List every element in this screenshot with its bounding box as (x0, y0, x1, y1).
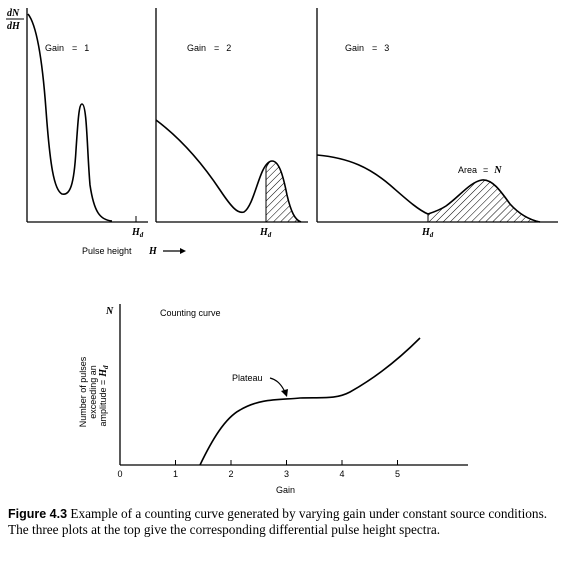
panel-1-spectrum-curve (28, 14, 112, 221)
counting-x-ticks: 0 1 2 3 4 5 (117, 460, 400, 479)
panel-3-gain-label: Gain = 3 (345, 43, 389, 53)
counting-curve-line (200, 338, 420, 465)
pulse-height-arrow-head (180, 248, 186, 254)
counting-y-axis-label: Number of pulses exceeding an amplitude … (78, 356, 110, 427)
figure-caption: Figure 4.3 Example of a counting curve g… (8, 506, 556, 538)
plateau-arrow-shaft (270, 378, 285, 392)
counting-y-var: N (105, 306, 114, 317)
area-label: Area = N (458, 165, 502, 176)
dn-text: dN (7, 8, 20, 19)
counting-curve-title: Counting curve (160, 308, 221, 318)
x-tick-label-5: 5 (395, 469, 400, 479)
pulse-height-axis-label: Pulse height H (82, 246, 186, 257)
x-tick-label-3: 3 (284, 469, 289, 479)
panel-2-gain-label: Gain = 2 (187, 43, 231, 53)
spectrum-panel-gain-2: Gain = 2 Hd (156, 8, 308, 239)
panel-2-hd-label: Hd (259, 227, 272, 239)
caption-text: Example of a counting curve generated by… (8, 506, 547, 537)
spectrum-panel-gain-1: Gain = 1 Hd (27, 8, 148, 239)
counting-curve-plot: N Counting curve Number of pulses exceed… (78, 304, 468, 495)
panel-2-shaded-region (266, 161, 301, 222)
y-axis-label-dn-dh: dN dH (6, 8, 24, 32)
figure-4-3: dN dH Gain = 1 Hd Gain = 2 Hd (0, 0, 561, 500)
x-tick-label-2: 2 (228, 469, 233, 479)
spectrum-panel-gain-3: Gain = 3 Area = N Hd (317, 8, 558, 239)
panel-1-gain-label: Gain = 1 (45, 43, 89, 53)
panel-1-hd-label: Hd (131, 227, 144, 239)
x-tick-label-4: 4 (339, 469, 344, 479)
panel-3-hd-label: Hd (421, 227, 434, 239)
counting-x-label: Gain (276, 485, 295, 495)
dh-text: dH (7, 21, 21, 32)
plateau-arrow-head (281, 389, 288, 397)
pulse-height-var: H (148, 246, 158, 257)
y-label-line-3: amplitude =Hd (98, 365, 110, 427)
y-label-line-1: Number of pulses (78, 356, 88, 427)
y-label-line-2: exceeding an (88, 365, 98, 419)
x-tick-label-0: 0 (117, 469, 122, 479)
pulse-height-text: Pulse height (82, 246, 132, 256)
plateau-label: Plateau (232, 373, 263, 383)
caption-label: Figure 4.3 (8, 507, 67, 521)
x-tick-label-1: 1 (173, 469, 178, 479)
